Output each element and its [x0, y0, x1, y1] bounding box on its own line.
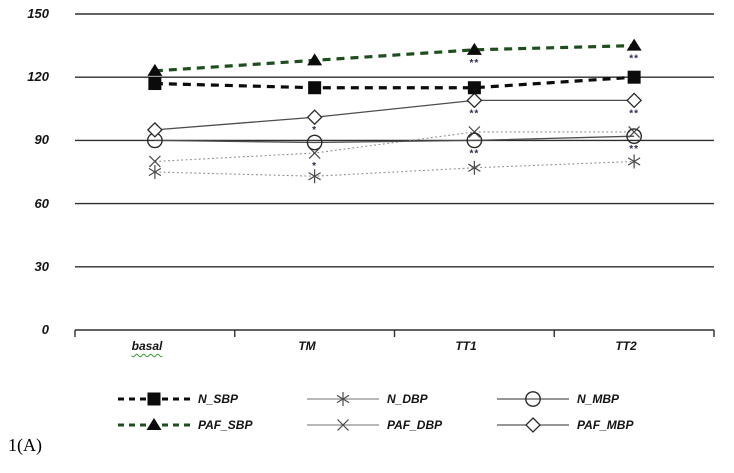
marker-filled-square-N_SBP: [308, 81, 322, 95]
marker-open-diamond-PAF_MBP: [466, 92, 483, 109]
legend-label-n-mbp: N_MBP: [577, 392, 620, 406]
significance-marker: **: [469, 148, 479, 159]
marker-asterisk-N_DBP: [627, 157, 641, 166]
y-axis-label-120: 120: [27, 69, 49, 84]
marker-filled-square-N_SBP: [148, 77, 162, 91]
marker-filled-triangle-PAF_SBP: [147, 63, 163, 76]
series-line-PAF_SBP: [154, 44, 635, 73]
series-line-N_SBP: [154, 75, 635, 90]
marker-filled-square-N_SBP: [467, 81, 481, 95]
legend-label-n-sbp: N_SBP: [198, 392, 239, 406]
legend-label-paf-sbp: PAF_SBP: [198, 418, 253, 432]
legend-marker-N_DBP: [336, 394, 350, 404]
significance-marker: **: [469, 58, 479, 69]
significance-marker: **: [469, 108, 479, 119]
marker-asterisk-N_DBP: [308, 172, 321, 181]
legend-label-n-dbp: N_DBP: [387, 392, 428, 406]
x-axis-label-tm: TM: [298, 339, 316, 353]
marker-x-PAF_DBP: [468, 126, 481, 138]
x-axis-label-basal: basal: [131, 339, 163, 353]
y-axis-label-150: 150: [27, 6, 49, 21]
marker-filled-square-N_SBP: [627, 70, 641, 84]
legend-marker-N_MBP: [525, 391, 541, 407]
y-axis-label-30: 30: [34, 259, 49, 274]
legend-label-paf-mbp: PAF_MBP: [577, 418, 634, 432]
legend-marker-PAF_SBP: [146, 418, 162, 430]
significance-marker: *: [312, 125, 317, 136]
significance-marker: **: [629, 144, 639, 155]
series-line-N_MBP: [154, 135, 635, 144]
marker-open-circle-N_MBP: [466, 132, 483, 149]
marker-filled-triangle-PAF_SBP: [307, 53, 323, 66]
y-axis-label-60: 60: [34, 196, 49, 211]
marker-asterisk-N_DBP: [468, 163, 481, 172]
marker-filled-triangle-PAF_SBP: [626, 38, 642, 51]
legend-marker-PAF_DBP: [337, 419, 349, 431]
series-line-PAF_MBP: [154, 99, 635, 131]
marker-open-diamond-PAF_MBP: [626, 92, 643, 109]
series-line-N_DBP: [154, 160, 635, 177]
marker-x-PAF_DBP: [628, 126, 641, 138]
y-axis-label-0: 0: [41, 322, 49, 337]
marker-filled-triangle-PAF_SBP: [466, 42, 482, 55]
marker-open-diamond-PAF_MBP: [146, 121, 163, 138]
significance-marker: **: [629, 54, 639, 65]
legend-marker-PAF_MBP: [525, 417, 541, 433]
significance-marker: **: [629, 108, 639, 119]
marker-open-diamond-PAF_MBP: [306, 109, 323, 126]
legend-label-paf-dbp: PAF_DBP: [387, 418, 443, 432]
y-axis-label-90: 90: [34, 132, 49, 147]
marker-open-circle-N_MBP: [626, 128, 643, 145]
marker-open-circle-N_MBP: [306, 134, 323, 151]
series-line-PAF_DBP: [154, 131, 635, 163]
legend-marker-N_SBP: [147, 392, 161, 406]
figure-caption: 1(A): [8, 435, 42, 455]
x-axis-label-tt1: TT1: [455, 339, 477, 353]
x-axis-label-tt2: TT2: [615, 339, 637, 353]
marker-asterisk-N_DBP: [148, 167, 162, 177]
marker-x-PAF_DBP: [148, 155, 161, 168]
significance-marker: *: [312, 161, 317, 172]
